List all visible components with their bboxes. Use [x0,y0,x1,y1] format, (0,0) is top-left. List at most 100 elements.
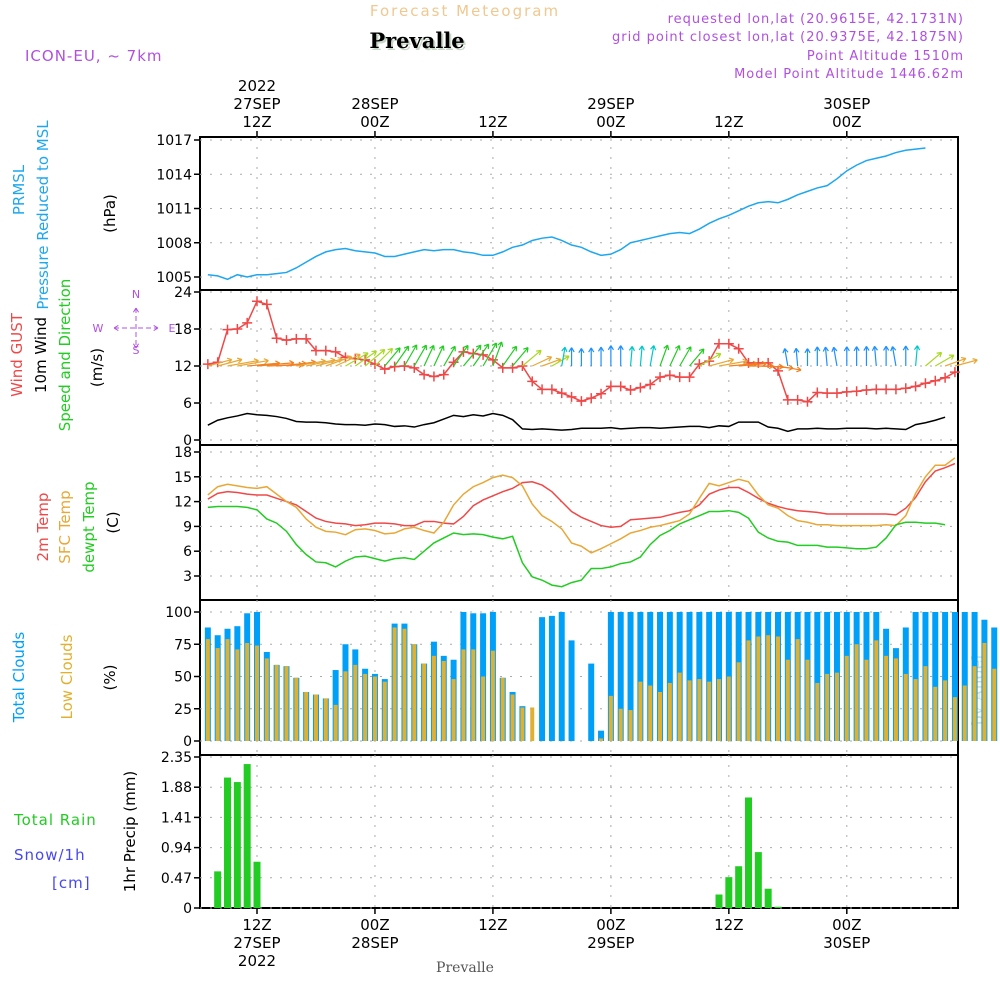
bar-low-clouds [913,679,918,741]
y-tick-label: 24 [174,285,192,301]
gust-marker [910,381,921,392]
wind-arrow [617,345,624,366]
gust-marker [242,317,253,328]
bar-low-clouds [255,645,259,741]
south-label: S [133,344,140,357]
gust-marker [507,362,518,373]
y-tick-label: 1017 [156,133,192,149]
legend-low-clouds: Low Clouds [58,634,76,719]
bar-total-clouds [932,612,939,741]
bar-total-clouds [598,730,605,741]
gust-marker [782,394,793,405]
gust-marker [851,386,862,397]
precip-legend-2: [cm] [52,874,91,892]
precip-legend-0: Total Rain [13,811,97,829]
legend-2m-temp: 2m Temp [34,493,52,562]
wind-arrow [777,365,802,373]
panel-frame [199,136,959,291]
panel-frame [199,444,959,601]
bar-rain [774,906,782,908]
wind-arrow [384,347,401,367]
bar-rain [754,852,762,908]
wind-arrow [883,345,890,366]
bar-total-clouds [647,612,654,741]
bar-low-clouds [284,666,289,741]
wind-arrow [902,345,909,366]
wind-arrow [804,348,811,366]
gust-marker [556,388,567,399]
y-tick-label: 0 [183,433,192,449]
bar-total-clouds [657,612,664,741]
bar-rain [745,797,752,908]
time-tick-label: 27SEP [233,934,280,952]
wind-arrow [597,346,605,366]
y-tick-label: 6 [183,396,192,412]
legend-prmsl: PRMSL [10,164,28,215]
east-label: E [169,322,176,335]
bar-total-clouds [686,612,693,741]
gust-marker [566,391,577,402]
gust-marker [655,372,666,383]
bar-low-clouds [363,673,368,741]
bar-total-clouds [706,612,713,741]
wind-arrow [689,348,705,367]
y-tick-label: 0.47 [161,871,192,887]
gust-marker [596,388,607,399]
bar-low-clouds [353,664,358,741]
bar-low-clouds [618,708,623,741]
wind-arrow [793,347,800,367]
gust-marker [222,324,233,335]
bar-low-clouds [992,668,997,741]
time-tick-label: 00Z [360,113,389,131]
wind-arrow [453,344,469,367]
bar-low-clouds [923,666,928,741]
gust-marker [252,296,262,307]
bar-rain [715,894,723,908]
gust-marker [301,333,312,344]
bar-low-clouds [638,681,643,741]
bar-rain [243,764,251,908]
gust-marker [320,345,331,356]
bar-total-clouds [539,617,546,741]
bar-low-clouds [392,627,397,741]
bar-total-clouds [588,663,595,741]
bar-low-clouds [412,644,417,741]
panel-precip: 0 0.47 0.94 1.41 1.88 2.35 1hr Precip (mm) Tota… [13,750,959,917]
model-label: ICON-EU, ~ 7km [25,47,163,65]
bar-total-clouds [627,612,634,741]
legend-speed-and-direction: Speed and Direction [56,279,74,432]
bar-low-clouds [952,697,957,741]
supertitle: Forecast Meteogram [370,2,560,20]
bar-low-clouds [864,659,869,741]
y-tick-label: 0 [183,901,192,917]
gust-marker [497,362,508,373]
bar-low-clouds [717,679,722,741]
y-tick-label: 6 [183,544,192,560]
wind-arrow [472,343,490,367]
y-tick-label: 18 [174,445,192,461]
bar-low-clouds [441,661,446,741]
wind-arrow [831,346,838,367]
bar-low-clouds [756,636,761,741]
wind-arrow [925,351,943,367]
bar-low-clouds [205,639,210,741]
y-axis-label: (m/s) [88,348,106,387]
gust-marker [890,384,901,395]
wind-arrow [443,345,456,367]
bar-low-clouds [972,666,977,741]
bar-rain [253,861,261,908]
wind-arrow [374,347,394,367]
bar-total-clouds [637,612,644,741]
bar-low-clouds [343,671,348,741]
wind-arrow [354,350,378,367]
y-tick-label: 12 [174,495,192,511]
bar-rain [725,877,733,908]
y-tick-label: 3 [183,569,192,585]
wind-arrow [863,345,870,366]
bar-low-clouds [982,642,987,741]
time-tick-label: 00Z [360,916,389,934]
gust-marker [802,396,813,407]
gust-marker [920,378,931,389]
y-tick-label: 0.94 [161,841,192,857]
bar-low-clouds [215,648,220,741]
